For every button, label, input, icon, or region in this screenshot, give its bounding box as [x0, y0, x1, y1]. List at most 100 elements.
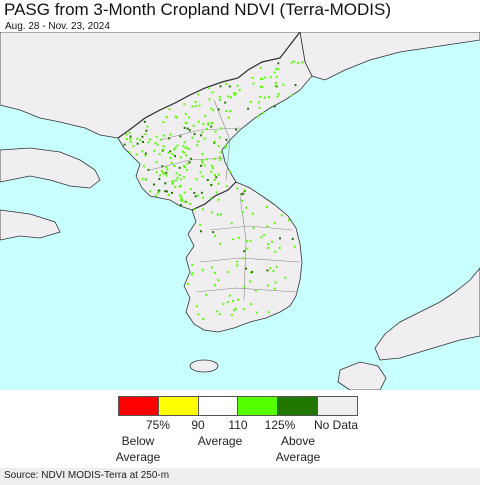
cropland-pixel — [228, 294, 231, 297]
cropland-pixel — [192, 124, 195, 127]
cropland-pixel — [251, 271, 253, 274]
cropland-pixel — [204, 114, 207, 117]
cropland-pixel — [224, 101, 227, 104]
cropland-pixel — [301, 61, 304, 64]
cropland-pixel — [190, 157, 193, 160]
cropland-pixel — [188, 129, 191, 132]
cropland-pixel — [187, 148, 190, 150]
cropland-pixel — [292, 60, 295, 63]
cropland-pixel — [197, 120, 200, 123]
cropland-pixel — [159, 174, 162, 177]
legend-swatch-severe-below — [119, 397, 159, 415]
cropland-pixel — [245, 206, 248, 209]
legend-swatch-no-data — [318, 397, 357, 415]
cropland-pixel — [290, 61, 293, 64]
cropland-pixel — [176, 176, 179, 179]
cropland-pixel — [252, 227, 255, 230]
cropland-pixel — [219, 85, 222, 88]
cropland-pixel — [278, 247, 281, 249]
cropland-pixel — [180, 178, 183, 181]
cropland-pixel — [280, 214, 283, 217]
cropland-pixel — [125, 138, 128, 140]
cropland-pixel — [135, 153, 138, 156]
cropland-pixel — [266, 206, 268, 208]
cropland-pixel — [296, 61, 299, 64]
cropland-pixel — [206, 127, 208, 130]
cropland-pixel — [184, 121, 187, 124]
cropland-pixel — [277, 68, 280, 71]
cropland-pixel — [141, 135, 144, 138]
cropland-pixel — [146, 125, 149, 128]
cropland-pixel — [129, 140, 132, 143]
cropland-pixel — [128, 131, 131, 134]
cropland-pixel — [273, 71, 276, 74]
cropland-pixel — [238, 89, 241, 91]
legend-swatch-much-above — [278, 397, 319, 415]
legend-above-label: Above Average — [275, 434, 321, 464]
cropland-pixel — [203, 164, 206, 167]
cropland-pixel — [162, 148, 165, 151]
cropland-pixel — [186, 162, 189, 165]
cropland-pixel — [267, 247, 270, 249]
cropland-pixel — [171, 153, 174, 156]
cropland-pixel — [218, 99, 221, 101]
cropland-pixel — [207, 123, 210, 126]
cropland-pixel — [224, 146, 227, 149]
cropland-pixel — [243, 250, 246, 253]
cropland-pixel — [206, 158, 208, 161]
cropland-pixel — [233, 309, 235, 312]
cropland-pixel — [210, 164, 213, 167]
cropland-pixel — [243, 285, 246, 288]
map-panel — [0, 32, 480, 390]
cropland-pixel — [190, 273, 193, 276]
cropland-pixel — [243, 189, 246, 192]
cropland-pixel — [178, 185, 181, 188]
cropland-pixel — [199, 171, 202, 174]
cropland-pixel — [273, 287, 276, 290]
cropland-pixel — [191, 263, 194, 266]
cropland-pixel — [172, 179, 175, 182]
cropland-pixel — [277, 93, 280, 96]
cropland-pixel — [284, 276, 287, 279]
cropland-pixel — [267, 311, 270, 314]
cropland-pixel — [255, 311, 258, 314]
land-south-korea — [183, 181, 303, 333]
cropland-pixel — [191, 136, 194, 139]
cropland-pixel — [175, 172, 178, 175]
cropland-pixel — [191, 105, 194, 108]
cropland-pixel — [199, 223, 202, 226]
cropland-pixel — [165, 190, 168, 193]
cropland-pixel — [240, 193, 243, 196]
cropland-pixel — [183, 166, 186, 169]
cropland-pixel — [200, 159, 203, 162]
cropland-pixel — [259, 95, 262, 98]
cropland-pixel — [174, 146, 177, 149]
cropland-pixel — [268, 96, 270, 99]
cropland-pixel — [290, 94, 293, 97]
cropland-pixel — [234, 307, 237, 310]
cropland-pixel — [144, 152, 147, 155]
legend-no-data-label: No Data — [313, 418, 359, 432]
cropland-pixel — [235, 128, 238, 131]
cropland-pixel — [218, 313, 221, 316]
cropland-pixel — [153, 149, 156, 152]
cropland-pixel — [232, 238, 235, 241]
legend-tick-125: 125% — [264, 418, 296, 432]
cropland-pixel — [157, 191, 159, 194]
cropland-pixel — [218, 96, 221, 99]
cropland-pixel — [147, 141, 150, 144]
footer-bar: Source: NDVI MODIS-Terra at 250-m — [0, 468, 480, 485]
legend-below-label: Below Average — [115, 434, 161, 464]
cropland-pixel — [162, 134, 165, 137]
cropland-pixel — [155, 135, 158, 138]
cropland-pixel — [153, 183, 155, 186]
cropland-pixel — [206, 179, 209, 181]
cropland-pixel — [179, 194, 182, 197]
cropland-pixel — [201, 153, 204, 156]
cropland-pixel — [171, 191, 173, 194]
cropland-pixel — [261, 85, 264, 88]
cropland-pixel — [203, 137, 206, 140]
cropland-pixel — [282, 83, 285, 86]
cropland-pixel — [143, 120, 146, 123]
cropland-pixel — [225, 185, 228, 188]
